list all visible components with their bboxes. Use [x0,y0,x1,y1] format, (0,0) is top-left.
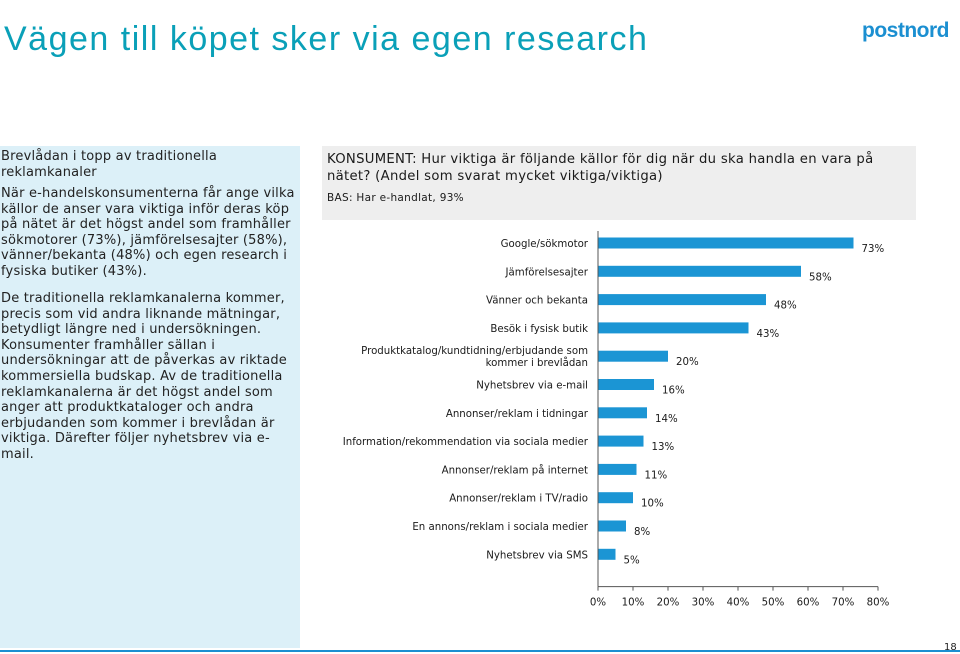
category-label: Besök i fysisk butik [490,324,588,335]
survey-base: BAS: Har e-handlat, 93% [327,192,464,204]
value-label: 10% [641,499,664,510]
bar [598,520,626,532]
value-label: 8% [634,527,650,538]
value-label: 5% [624,555,640,566]
x-tick-label: 0% [590,598,606,609]
bar [598,379,654,390]
category-label: Information/rekommendation via sociala m… [343,437,589,448]
summary-heading: Brevlådan i topp av traditionella reklam… [1,149,218,180]
bar [598,322,749,334]
bar [598,435,644,447]
survey-question: KONSUMENT: Hur viktiga är följande källo… [327,152,874,184]
bar [598,407,647,419]
x-tick-label: 30% [692,598,715,609]
value-label: 73% [862,244,885,255]
value-label: 14% [655,414,678,425]
footer-line [0,650,960,652]
value-label: 11% [645,470,668,481]
category-label: Annonser/reklam i TV/radio [449,494,588,505]
category-label: Produktkatalog/kundtidning/erbjudande so… [361,346,588,369]
summary-paragraph-1: När e-handelskonsumenterna får ange vilk… [1,186,295,279]
bar [598,294,766,306]
postnord-logo: postnord [862,19,949,42]
category-label: Nyhetsbrev via e-mail [476,381,588,392]
x-tick-label: 60% [797,598,820,609]
bar [598,463,637,475]
category-label: Annonser/reklam i tidningar [446,409,589,420]
x-tick-label: 70% [832,598,855,609]
category-label: En annons/reklam i sociala medier [412,522,588,533]
bar [598,548,616,560]
page-number: 18 [944,642,957,653]
importance-bar-chart: Google/sökmotor 73% Jämförelsesajter 58% Vän… [343,231,890,609]
value-label: 20% [676,357,699,368]
summary-panel: Brevlådan i topp av traditionella reklam… [0,146,300,648]
x-tick-label: 80% [867,598,890,609]
bar [598,237,854,249]
category-label: Google/sökmotor [501,239,589,250]
x-tick-label: 10% [622,598,645,609]
question-box: KONSUMENT: Hur viktiga är följande källo… [322,146,916,220]
x-tick-label: 50% [762,598,785,609]
x-tick-label: 20% [657,598,680,609]
bar [598,492,633,504]
value-label: 13% [652,442,675,453]
category-label: Vänner och bekanta [486,296,588,307]
bar [598,350,668,362]
value-label: 43% [757,329,780,340]
category-label: Nyhetsbrev via SMS [486,550,588,561]
bar [598,265,801,277]
category-label: Jämförelsesajter [505,267,589,278]
value-label: 16% [662,386,685,397]
value-label: 48% [774,301,797,312]
summary-paragraph-2: De traditionella reklamkanalerna kommer,… [1,291,288,462]
value-label: 58% [809,272,832,283]
x-tick-label: 40% [727,598,750,609]
category-label: Annonser/reklam på internet [442,463,588,476]
page-title: Vägen till köpet sker via egen research [4,20,649,58]
